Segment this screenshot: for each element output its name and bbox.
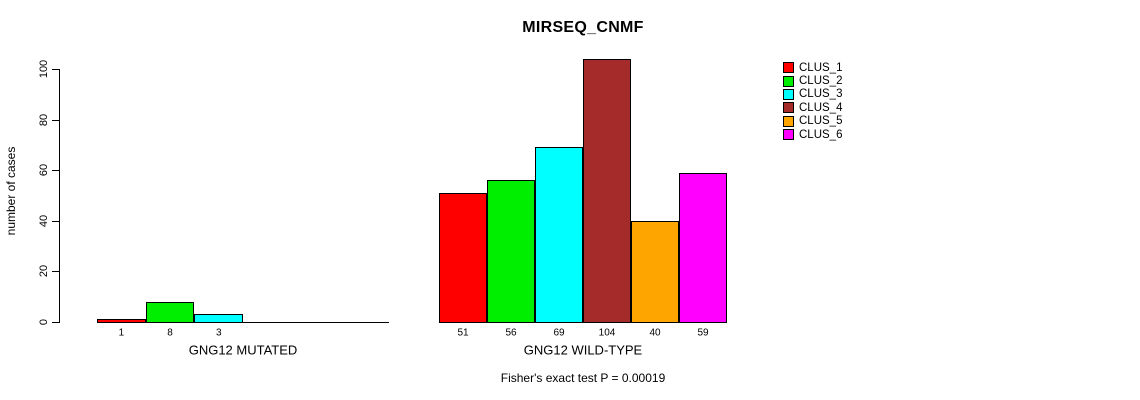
y-axis-tick-label: 40 (38, 214, 50, 227)
y-axis-tick-label: 20 (38, 265, 50, 278)
legend-swatch-icon (783, 102, 794, 114)
bar-clus_3 (194, 314, 244, 323)
y-axis-tick-label: 0 (38, 318, 50, 326)
legend-swatch-icon (783, 129, 794, 141)
group-label-mutated: GNG12 MUTATED (188, 342, 298, 358)
bar-value-label: 8 (167, 327, 173, 338)
legend-item: CLUS_4 (783, 101, 842, 114)
bar-clus_2 (145, 301, 195, 323)
y-axis-tick (52, 271, 59, 273)
legend-swatch-icon (783, 88, 794, 100)
bar-clus_1 (439, 192, 487, 323)
bar-value-label: 59 (697, 327, 709, 338)
y-axis-tick (52, 220, 59, 222)
legend: CLUS_1 CLUS_2 CLUS_3 CLUS_4 CLUS_5 CLUS_6 (783, 61, 842, 141)
bar-value-label: 69 (553, 327, 565, 338)
legend-label: CLUS_1 (799, 61, 843, 74)
bar-clus_6 (679, 172, 727, 323)
legend-item: CLUS_2 (783, 74, 842, 87)
bar-value-label: 40 (649, 327, 661, 338)
y-axis-tick (52, 119, 59, 121)
bar-value-label: 3 (215, 327, 222, 338)
legend-item: CLUS_1 (783, 61, 842, 74)
legend-label: CLUS_3 (799, 88, 843, 101)
chart-title: MIRSEQ_CNMF (522, 19, 644, 36)
bar-value-label: 56 (505, 327, 517, 338)
bar-clus_5 (631, 220, 679, 323)
legend-label: CLUS_2 (799, 75, 843, 88)
legend-item: CLUS_5 (783, 115, 842, 128)
legend-item: CLUS_6 (783, 128, 842, 141)
bar-clus_1 (97, 319, 146, 323)
legend-label: CLUS_6 (799, 128, 843, 141)
bar-value-label: 1 (118, 327, 125, 338)
y-axis-tick (52, 170, 59, 172)
group-label-wildtype: GNG12 WILD-TYPE (523, 342, 643, 358)
legend-item: CLUS_3 (783, 88, 842, 101)
y-axis-tick (52, 322, 59, 323)
legend-swatch-icon (783, 115, 794, 127)
legend-label: CLUS_4 (799, 101, 843, 114)
x-baseline (97, 322, 390, 323)
y-axis-line (59, 69, 60, 323)
y-axis-tick-label: 80 (38, 113, 50, 126)
bar-value-label: 104 (598, 327, 616, 338)
legend-label: CLUS_5 (799, 115, 843, 128)
bar-clus_3 (535, 147, 583, 323)
bar-value-label: 51 (457, 327, 469, 338)
footnote-pvalue: Fisher's exact test P = 0.00019 (500, 371, 666, 385)
y-axis-tick (52, 69, 59, 70)
legend-swatch-icon (783, 75, 794, 87)
y-axis-label: number of cases (4, 146, 18, 236)
y-axis-tick-label: 100 (38, 59, 50, 79)
bar-clus_4 (583, 58, 631, 323)
legend-swatch-icon (783, 62, 794, 74)
bar-clus_2 (487, 180, 535, 323)
y-axis-tick-label: 60 (38, 164, 50, 177)
